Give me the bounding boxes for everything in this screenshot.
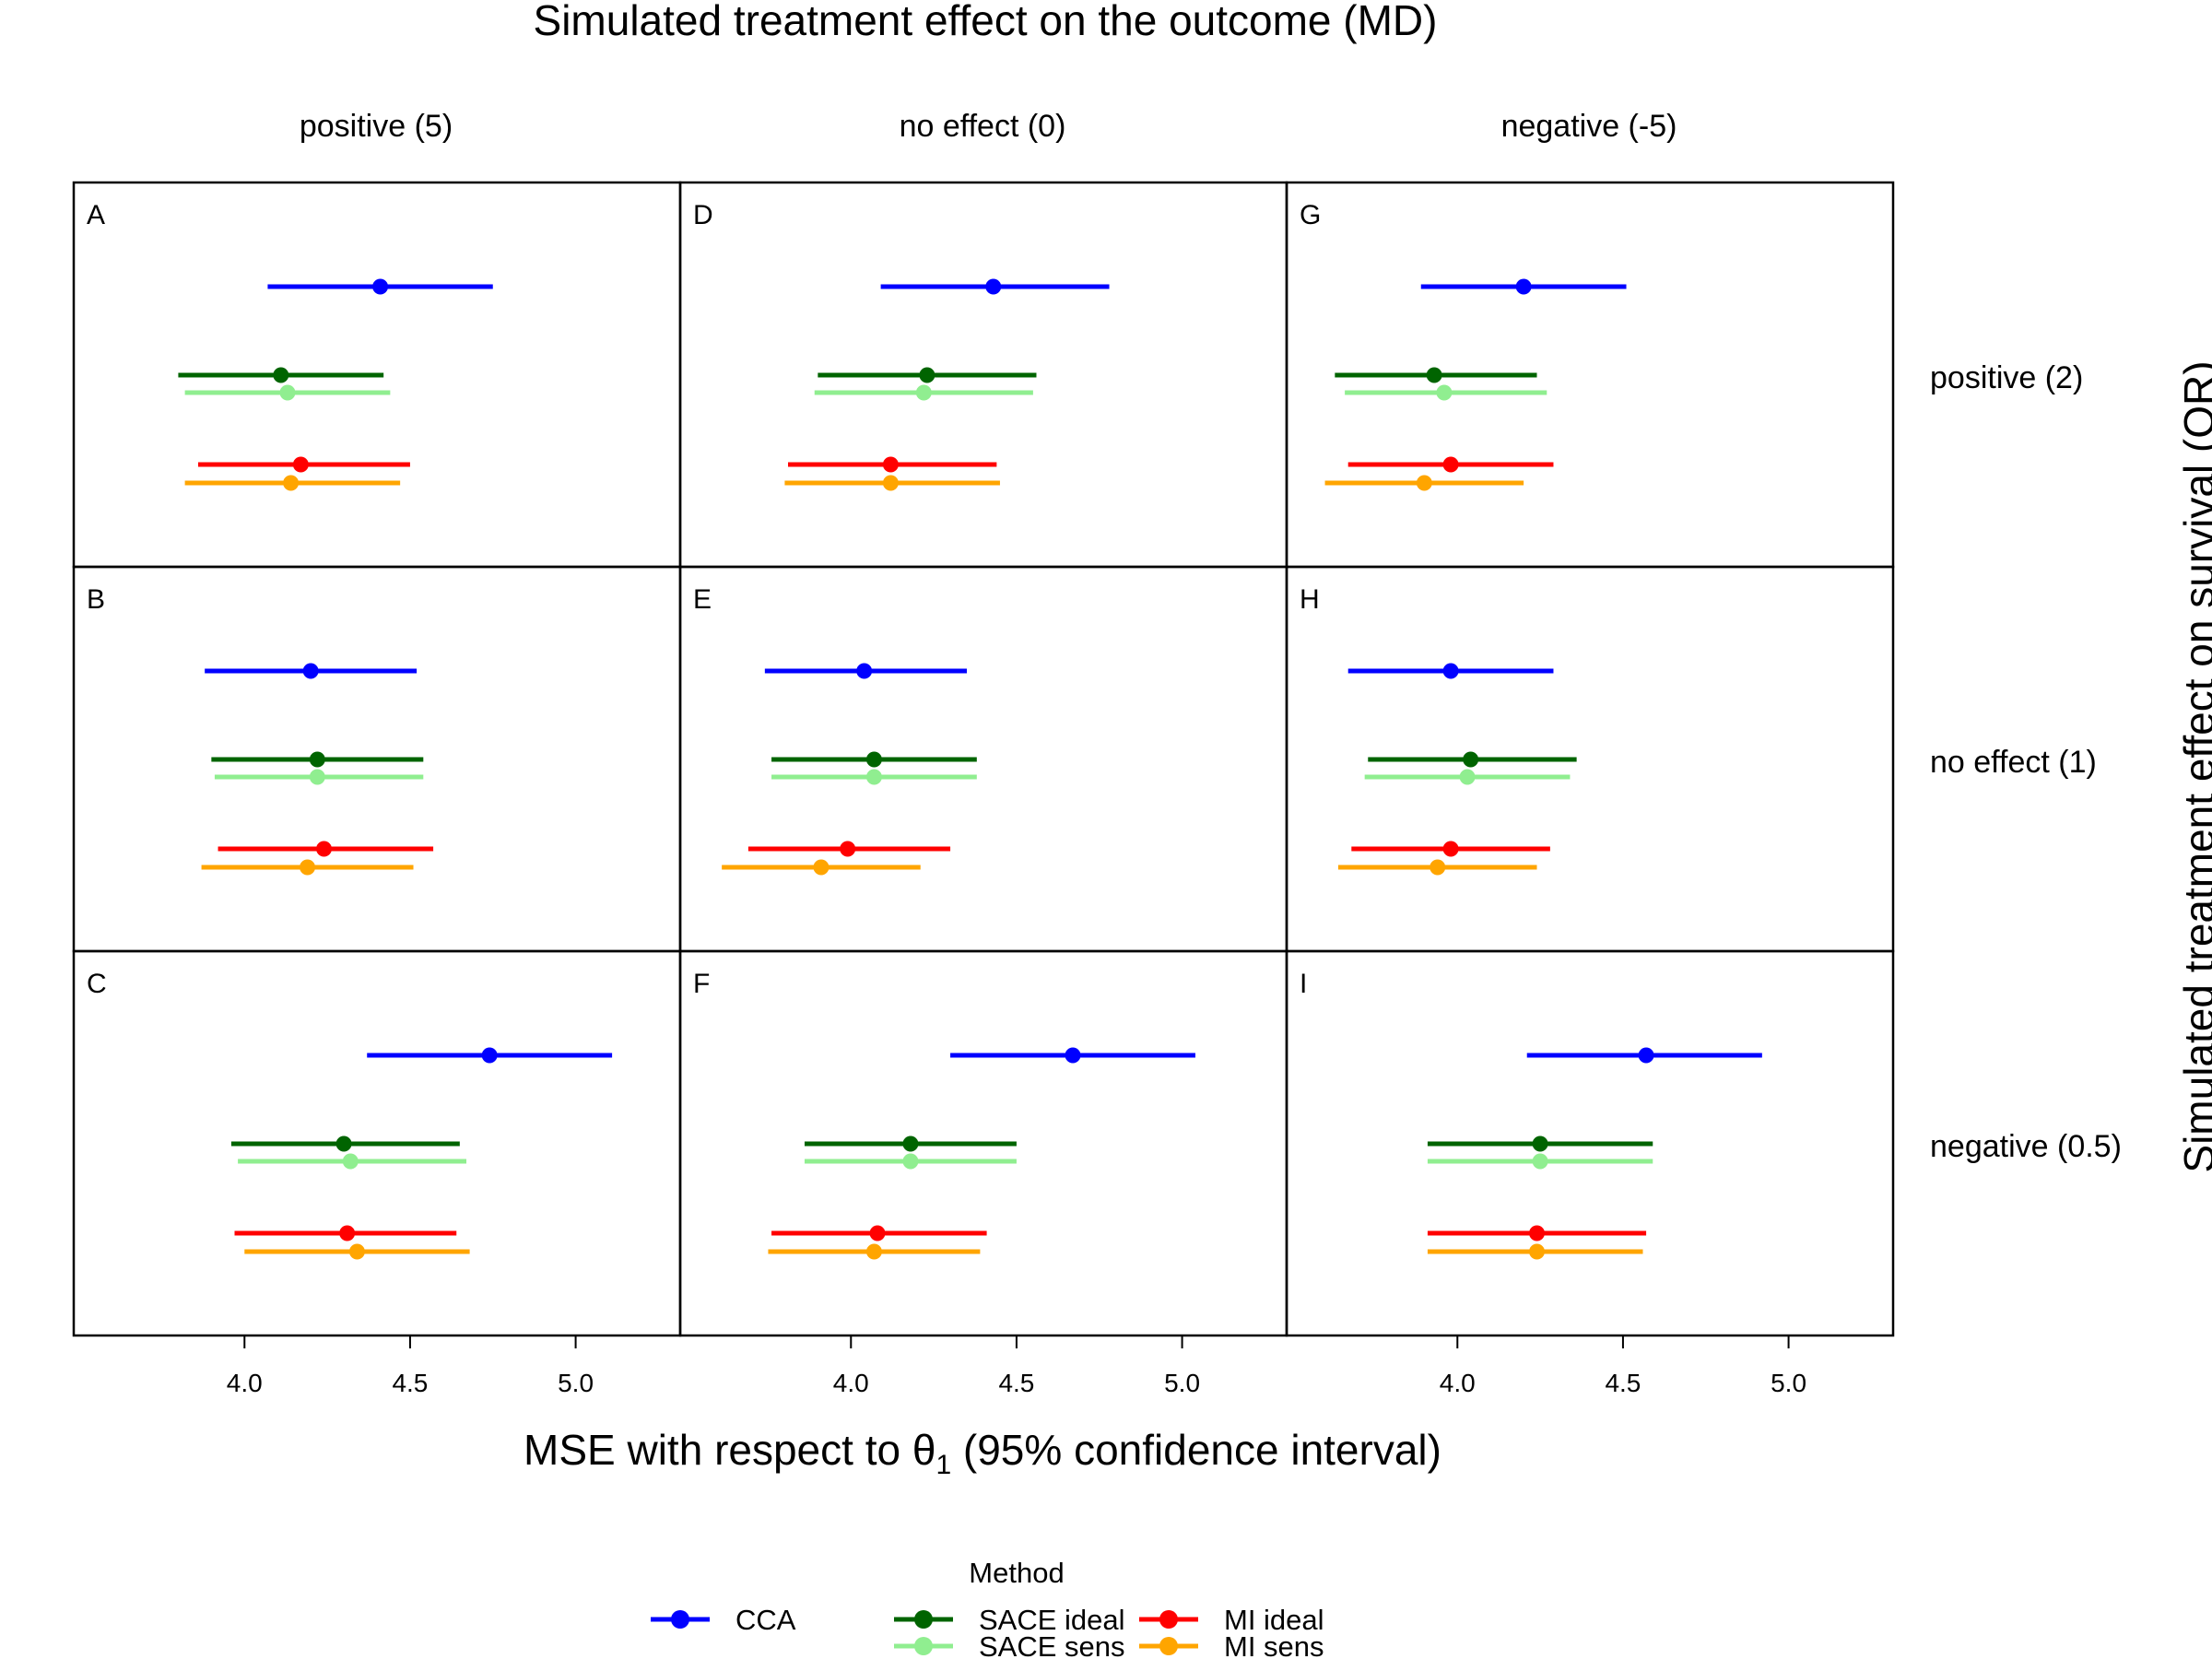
- estimate-point-F-mi-ideal: [869, 1225, 886, 1241]
- estimate-point-E-cca: [856, 663, 873, 679]
- estimate-point-F-cca: [1065, 1047, 1081, 1064]
- column-header-1: no effect (0): [900, 109, 1066, 144]
- estimate-point-H-sace-ideal: [1463, 751, 1479, 768]
- estimate-point-C-mi-sens: [348, 1243, 365, 1260]
- estimate-point-B-mi-ideal: [316, 841, 333, 857]
- panel-label-F: F: [693, 969, 710, 999]
- panel-frame-I: [1285, 949, 1895, 1337]
- estimate-point-B-sace-ideal: [309, 751, 325, 768]
- x-axis-title-subscript: 1: [935, 1450, 951, 1480]
- estimate-point-G-mi-sens: [1416, 475, 1432, 491]
- panel-label-G: G: [1300, 200, 1321, 230]
- x-tick-label-col0-1: 4.5: [392, 1369, 428, 1397]
- estimate-point-D-sace-sens: [915, 384, 932, 401]
- estimate-point-C-sace-ideal: [335, 1135, 352, 1152]
- estimate-point-G-sace-ideal: [1426, 367, 1442, 383]
- estimate-point-B-cca: [302, 663, 319, 679]
- legend-label-cca: CCA: [735, 1604, 796, 1636]
- estimate-point-C-cca: [481, 1047, 498, 1064]
- panel-label-E: E: [693, 584, 712, 615]
- estimate-point-A-mi-sens: [283, 475, 300, 491]
- panel-label-D: D: [693, 200, 713, 230]
- x-tick-label-col0-0: 4.0: [227, 1369, 263, 1397]
- estimate-point-D-sace-ideal: [919, 367, 935, 383]
- estimate-point-E-mi-ideal: [840, 841, 856, 857]
- x-tick-label-col2-1: 4.5: [1605, 1369, 1641, 1397]
- column-header-0: positive (5): [300, 109, 453, 144]
- legend-marker-sace-ideal: [914, 1610, 933, 1629]
- estimate-point-B-mi-sens: [300, 859, 316, 876]
- legend-label-mi-sens: MI sens: [1224, 1630, 1324, 1659]
- row-header-0: positive (2): [1930, 360, 2083, 395]
- estimate-point-D-mi-ideal: [882, 456, 899, 473]
- legend-marker-sace-sens: [914, 1637, 933, 1655]
- panel-label-B: B: [87, 584, 105, 615]
- legend-label-sace-ideal: SACE ideal: [979, 1604, 1125, 1636]
- legend-marker-cca: [671, 1610, 689, 1629]
- estimate-point-D-cca: [985, 278, 1002, 295]
- row-axis-title: Simulated treatment effect on survival (…: [2175, 360, 2212, 1172]
- estimate-point-F-mi-sens: [865, 1243, 882, 1260]
- panel-label-I: I: [1300, 969, 1307, 999]
- estimate-point-G-cca: [1515, 278, 1532, 295]
- estimate-point-C-mi-ideal: [339, 1225, 356, 1241]
- x-tick-label-col2-2: 5.0: [1771, 1369, 1806, 1397]
- estimate-point-A-cca: [372, 278, 389, 295]
- estimate-point-A-sace-sens: [279, 384, 296, 401]
- chart-title: Simulated treatment effect on the outcom…: [534, 0, 1438, 44]
- estimate-point-I-mi-sens: [1529, 1243, 1546, 1260]
- panel-frame-E: [678, 565, 1288, 953]
- estimate-point-F-sace-sens: [902, 1153, 919, 1170]
- x-tick-label-col2-0: 4.0: [1440, 1369, 1476, 1397]
- legend-title: Method: [969, 1557, 1064, 1589]
- panel-grid: A D G B E H C F I 4.0 4.5 5.0 4.0 4.5 5.0 4.0 4.5 5.0: [72, 181, 1895, 1397]
- estimate-point-H-sace-sens: [1459, 769, 1476, 785]
- legend-label-sace-sens: SACE sens: [979, 1630, 1125, 1659]
- estimate-point-A-sace-ideal: [273, 367, 289, 383]
- panel-label-H: H: [1300, 584, 1320, 615]
- estimate-point-E-sace-sens: [865, 769, 882, 785]
- x-axis-title-rest: (95% confidence interval): [951, 1426, 1441, 1474]
- legend-marker-mi-sens: [1159, 1637, 1178, 1655]
- panel-label-A: A: [87, 200, 105, 230]
- x-axis-title-main: MSE with respect to θ: [524, 1426, 935, 1474]
- estimate-point-D-mi-sens: [882, 475, 899, 491]
- row-header-2: negative (0.5): [1930, 1129, 2122, 1164]
- estimate-point-E-mi-sens: [813, 859, 830, 876]
- estimate-point-A-mi-ideal: [292, 456, 309, 473]
- estimate-point-I-sace-sens: [1532, 1153, 1548, 1170]
- estimate-point-H-mi-sens: [1430, 859, 1446, 876]
- estimate-point-G-sace-sens: [1436, 384, 1453, 401]
- panel-label-C: C: [87, 969, 107, 999]
- estimate-point-H-cca: [1442, 663, 1459, 679]
- x-tick-label-col1-0: 4.0: [833, 1369, 869, 1397]
- x-tick-label-col1-1: 4.5: [998, 1369, 1034, 1397]
- legend-marker-mi-ideal: [1159, 1610, 1178, 1629]
- column-header-2: negative (-5): [1501, 109, 1677, 144]
- row-header-1: no effect (1): [1930, 745, 2097, 780]
- estimate-point-E-sace-ideal: [865, 751, 882, 768]
- estimate-point-F-sace-ideal: [902, 1135, 919, 1152]
- legend-label-mi-ideal: MI ideal: [1224, 1604, 1324, 1636]
- x-tick-label-col0-2: 5.0: [558, 1369, 594, 1397]
- x-axis-title: MSE with respect to θ1 (95% confidence i…: [524, 1426, 1441, 1480]
- estimate-point-I-sace-ideal: [1532, 1135, 1548, 1152]
- estimate-point-B-sace-sens: [309, 769, 325, 785]
- estimate-point-I-mi-ideal: [1529, 1225, 1546, 1241]
- estimate-point-C-sace-sens: [342, 1153, 359, 1170]
- estimate-point-G-mi-ideal: [1442, 456, 1459, 473]
- estimate-point-H-mi-ideal: [1442, 841, 1459, 857]
- x-tick-label-col1-2: 5.0: [1164, 1369, 1200, 1397]
- estimate-point-I-cca: [1638, 1047, 1654, 1064]
